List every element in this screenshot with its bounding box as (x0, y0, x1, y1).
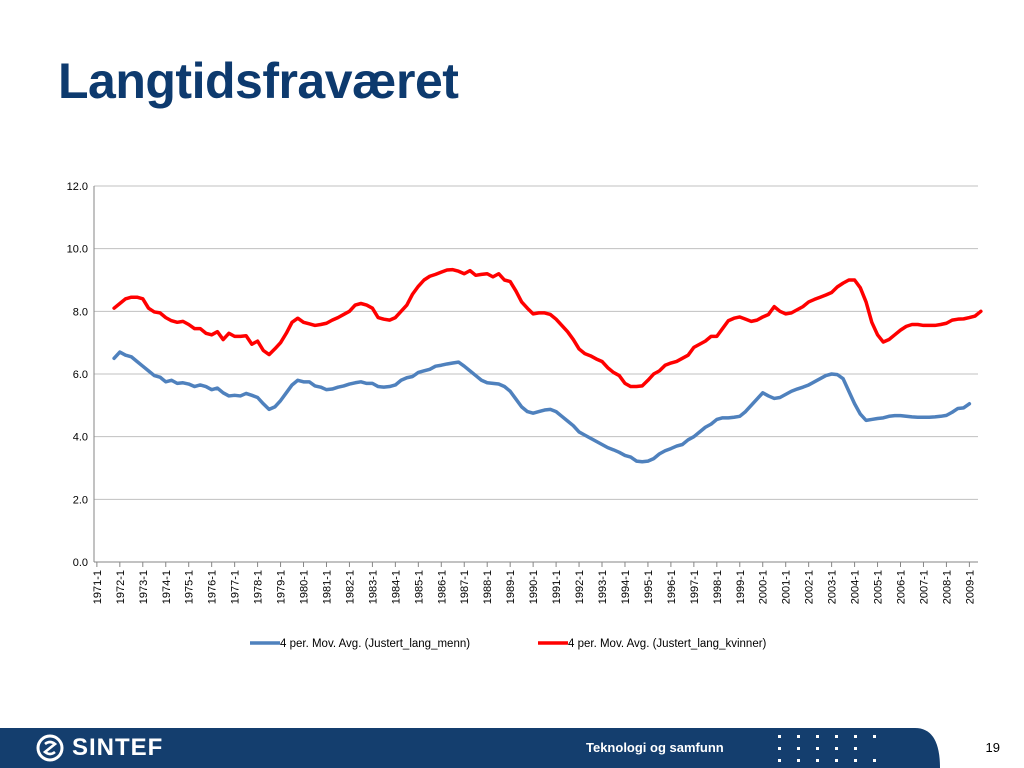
y-tick-label: 2.0 (73, 494, 88, 506)
line-chart: 0.0 2.0 4.0 6.0 8.0 10.0 12.0 1971-1 1972-1 1973-… (67, 181, 983, 650)
x-tick-label: 1982-1 (344, 570, 356, 604)
x-tick-label: 1983-1 (367, 570, 379, 604)
decorative-dots (778, 735, 876, 762)
x-tick-label: 2001-1 (781, 570, 793, 604)
x-tick-label: 1985-1 (413, 570, 425, 604)
x-tick-label: 1981-1 (321, 570, 333, 604)
x-tick-label: 1978-1 (253, 570, 265, 604)
x-tick-label: 1991-1 (551, 570, 563, 604)
x-tick-label: 1980-1 (299, 570, 311, 604)
footer-curve (915, 728, 1024, 768)
x-tick-label: 1990-1 (528, 570, 540, 604)
footer-tagline: Teknologi og samfunn (586, 740, 724, 755)
page-number: 19 (985, 740, 1000, 755)
series-line-kvinner (112, 267, 983, 389)
x-tick-label: 2002-1 (804, 570, 816, 604)
legend-label: 4 per. Mov. Avg. (Justert_lang_menn) (280, 638, 470, 650)
x-tick-label: 1973-1 (138, 570, 150, 604)
x-tick-label: 2007-1 (918, 570, 930, 604)
y-tick-label: 4.0 (73, 432, 88, 444)
x-tick-label: 1999-1 (735, 570, 747, 604)
x-tick-label: 2009-1 (964, 570, 976, 604)
x-tick-label: 2008-1 (941, 570, 953, 604)
y-tick-label: 6.0 (73, 369, 88, 381)
sintef-logo: SINTEF (36, 734, 163, 762)
x-tick-label: 1972-1 (115, 570, 127, 604)
x-tick-label: 1988-1 (482, 570, 494, 604)
x-tick-label: 1986-1 (436, 570, 448, 604)
y-tick-label: 0.0 (73, 557, 88, 569)
x-tick-label: 1977-1 (230, 570, 242, 604)
x-tick-label: 1989-1 (505, 570, 517, 604)
logo-text: SINTEF (72, 734, 164, 761)
slide-title: Langtidsfraværet (58, 53, 459, 109)
x-tick-label: 2004-1 (850, 570, 862, 604)
x-tick-label: 1994-1 (620, 570, 632, 604)
x-tick-label: 1975-1 (184, 570, 196, 604)
x-tick-label: 1995-1 (643, 570, 655, 604)
x-tick-label: 1998-1 (712, 570, 724, 604)
y-tick-label: 10.0 (67, 244, 88, 256)
footer-bar: SINTEF Teknologi og samfunn 19 (0, 728, 1024, 768)
y-tick-label: 8.0 (73, 306, 88, 318)
x-tick-label: 1979-1 (276, 570, 288, 604)
x-tick-label: 1971-1 (92, 570, 104, 604)
x-tick-label: 1996-1 (666, 570, 678, 604)
x-tick-label: 1976-1 (207, 570, 219, 604)
x-tick-label: 1993-1 (597, 570, 609, 604)
y-tick-label: 12.0 (67, 181, 88, 193)
legend-label: 4 per. Mov. Avg. (Justert_lang_kvinner) (568, 638, 767, 650)
x-tick-label: 2003-1 (827, 570, 839, 604)
x-tick-label: 1974-1 (161, 570, 173, 604)
x-tick-label: 1984-1 (390, 570, 402, 604)
x-tick-label: 1992-1 (574, 570, 586, 604)
x-tick-label: 2006-1 (896, 570, 908, 604)
x-tick-label: 1997-1 (689, 570, 701, 604)
series-line-menn (112, 350, 972, 464)
x-tick-label: 2000-1 (758, 570, 770, 604)
x-tick-label: 1987-1 (459, 570, 471, 604)
sintef-logo-icon (36, 734, 64, 762)
x-tick-label: 2005-1 (873, 570, 885, 604)
